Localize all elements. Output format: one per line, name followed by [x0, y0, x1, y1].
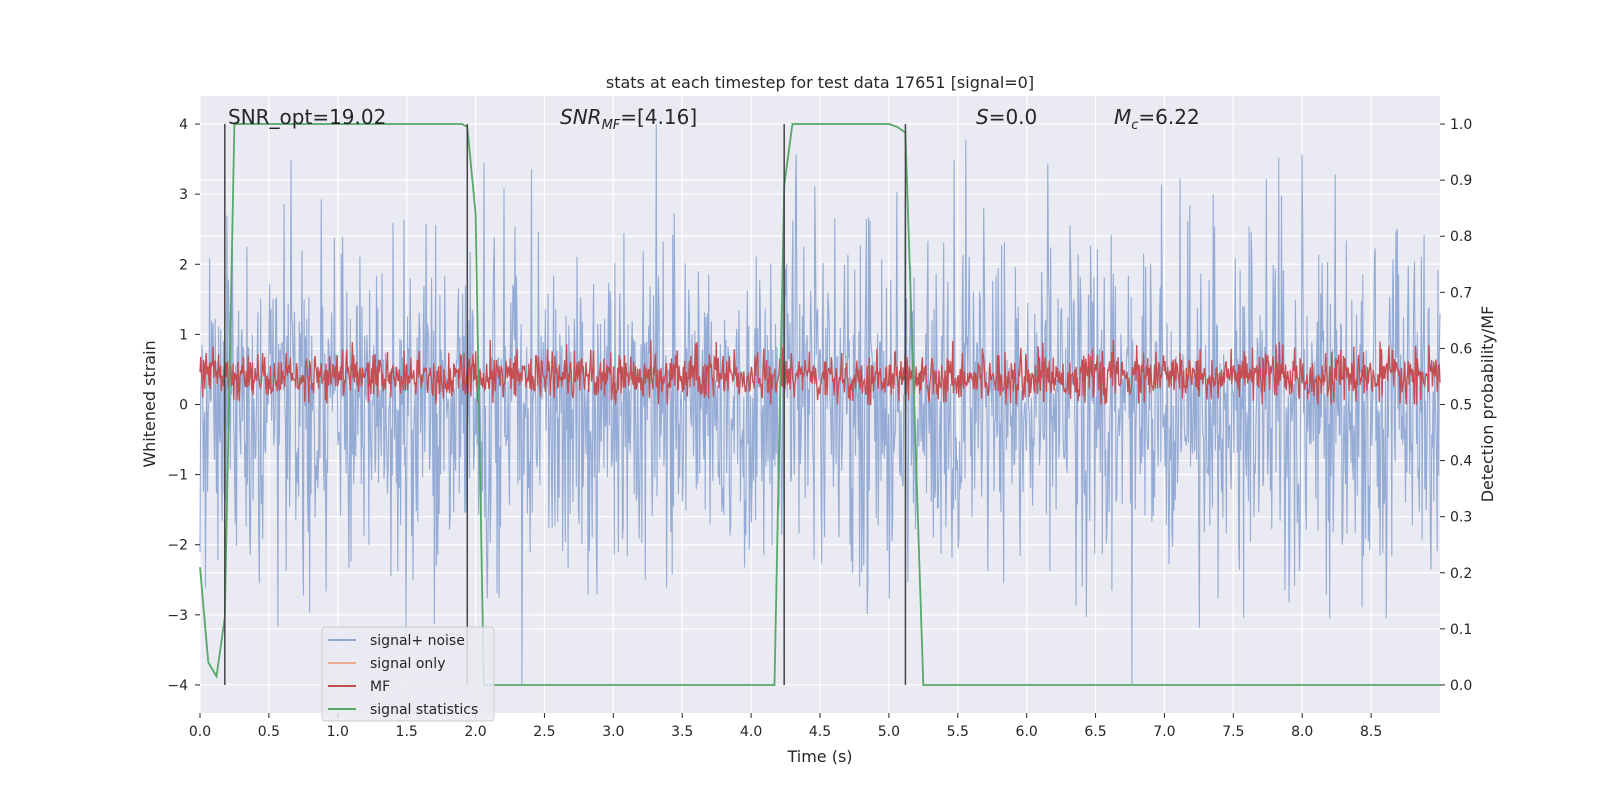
legend-label-signal-noise: signal+ noise — [370, 633, 465, 649]
yr-tick-label-1: 0.1 — [1450, 622, 1472, 638]
legend-label-mf: MF — [370, 679, 390, 695]
x-tick-label-15: 7.5 — [1222, 724, 1244, 740]
x-tick-label-0: 0.0 — [189, 724, 211, 740]
y-tick-label-0: −4 — [167, 678, 188, 694]
x-axis-label: Time (s) — [786, 747, 852, 766]
x-tick-label-1: 0.5 — [258, 724, 280, 740]
yr-tick-label-6: 0.6 — [1450, 341, 1472, 357]
y-tick-label-4: 0 — [179, 398, 188, 414]
yr-tick-label-5: 0.5 — [1450, 398, 1472, 414]
y-tick-label-7: 3 — [179, 187, 188, 203]
snr-opt-annotation: SNR_opt=19.02 — [228, 105, 386, 129]
signal-statistics-series — [199, 123, 1440, 686]
yr-tick-label-2: 0.2 — [1450, 566, 1472, 582]
mc-subscript: c — [1131, 118, 1138, 133]
x-tick-label-16: 8.0 — [1291, 724, 1313, 740]
x-tick-label-7: 3.5 — [671, 724, 693, 740]
y-tick-label-1: −3 — [167, 608, 188, 624]
y-right-axis-label: Detection probability/MF — [1478, 306, 1497, 503]
legend: signal+ noise signal only MF signal stat… — [321, 626, 495, 722]
vertical-markers — [224, 124, 907, 685]
x-tick-label-3: 1.5 — [396, 724, 418, 740]
y-tick-label-2: −2 — [167, 538, 188, 554]
mc-value: =6.22 — [1138, 105, 1199, 129]
x-tick-label-5: 2.5 — [533, 724, 555, 740]
yr-tick-label-7: 0.7 — [1450, 285, 1472, 301]
legend-label-signal-only: signal only — [370, 656, 445, 672]
x-tick-label-9: 4.5 — [809, 724, 831, 740]
y-tick-label-3: −1 — [167, 468, 188, 484]
snr-mf-main: SNR — [560, 105, 602, 129]
snr-mf-value: =[4.16] — [620, 105, 697, 129]
yr-tick-label-3: 0.3 — [1450, 510, 1472, 526]
yr-tick-label-9: 0.9 — [1450, 173, 1472, 189]
legend-box — [321, 626, 495, 722]
signal-statistics-line — [199, 123, 1440, 686]
y-right-axis-ticks: 0.0 0.1 0.2 0.3 0.4 0.5 0.6 0.7 0.8 0.9 1.0 — [1440, 117, 1472, 694]
x-tick-label-4: 2.0 — [464, 724, 486, 740]
y-tick-label-6: 2 — [179, 257, 188, 273]
y-tick-label-8: 4 — [179, 117, 188, 133]
chart-title: stats at each timestep for test data 176… — [606, 73, 1034, 92]
snr-mf-annotation: SNRMF=[4.16] — [560, 105, 697, 133]
yr-tick-label-8: 0.8 — [1450, 229, 1472, 245]
s-annotation: S=0.0 — [976, 105, 1037, 129]
yr-tick-label-4: 0.4 — [1450, 454, 1472, 470]
yr-tick-label-10: 1.0 — [1450, 117, 1472, 133]
snr-mf-subscript: MF — [602, 118, 621, 133]
x-tick-label-12: 6.0 — [1016, 724, 1038, 740]
x-tick-label-6: 3.0 — [602, 724, 624, 740]
mc-main: M — [1114, 105, 1131, 129]
x-axis-ticks: 0.0 0.5 1.0 1.5 2.0 2.5 3.0 3.5 4.0 4.5 5.0 5.5 6.0 6… — [189, 713, 1382, 740]
x-tick-label-8: 4.0 — [740, 724, 762, 740]
y-tick-label-5: 1 — [179, 327, 188, 343]
x-tick-label-14: 7.0 — [1153, 724, 1175, 740]
x-tick-label-11: 5.5 — [947, 724, 969, 740]
signal-noise-series — [199, 123, 1441, 686]
s-main: S — [976, 105, 989, 129]
s-value: =0.0 — [989, 105, 1038, 129]
x-tick-label-17: 8.5 — [1360, 724, 1382, 740]
y-axis-ticks: −4 −3 −2 −1 0 1 2 3 4 — [167, 117, 200, 694]
x-tick-label-10: 5.0 — [878, 724, 900, 740]
mf-line — [199, 339, 1441, 406]
x-tick-label-2: 1.0 — [327, 724, 349, 740]
y-axis-label: Whitened strain — [140, 340, 159, 467]
yr-tick-label-0: 0.0 — [1450, 678, 1472, 694]
mf-series — [199, 339, 1441, 406]
mc-annotation: Mc=6.22 — [1114, 105, 1200, 133]
x-tick-label-13: 6.5 — [1084, 724, 1106, 740]
legend-label-signal-statistics: signal statistics — [370, 702, 478, 718]
signal-noise-line — [199, 123, 1441, 686]
